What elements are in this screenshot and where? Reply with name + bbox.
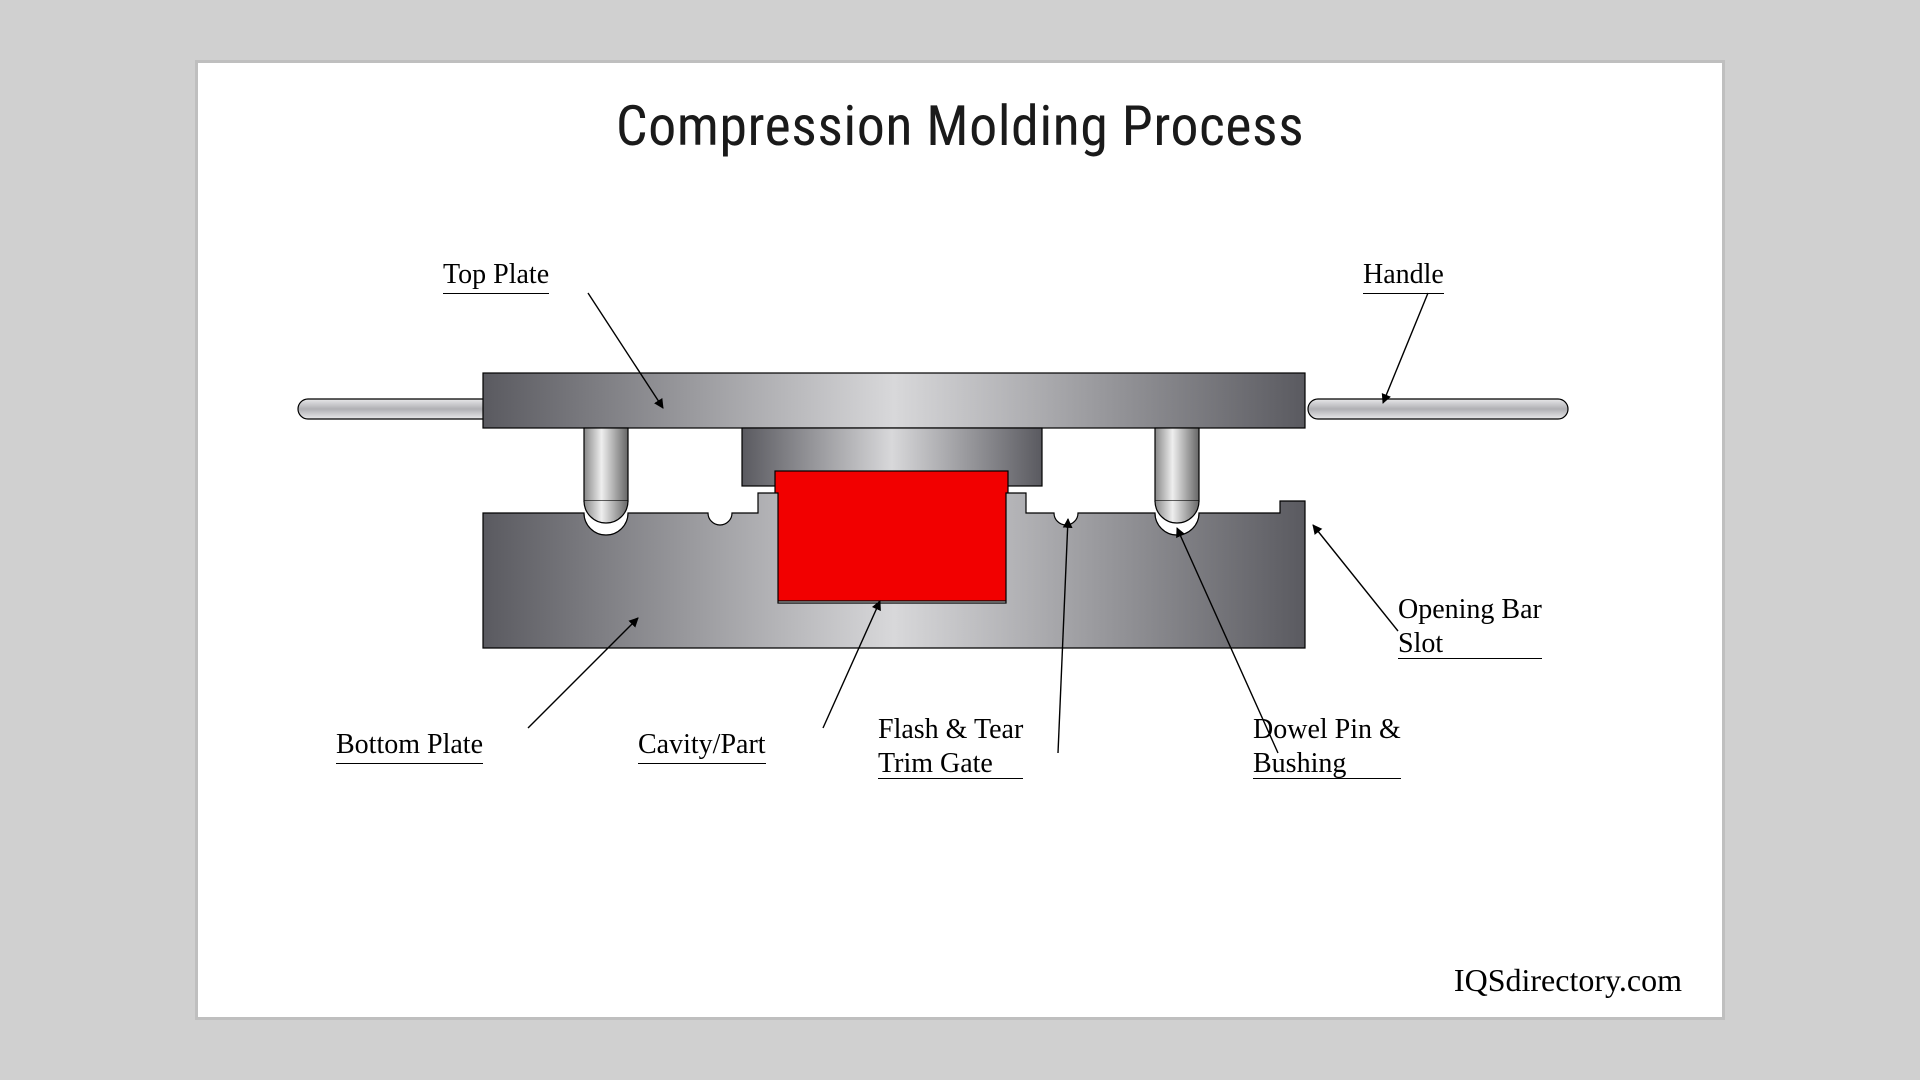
diagram-canvas: Top Plate Handle Bottom Plate Cavity/Par… bbox=[268, 223, 1648, 843]
label-opening-bar: Opening BarSlot bbox=[1398, 593, 1542, 661]
label-flash-tear: Flash & TearTrim Gate bbox=[878, 713, 1023, 781]
label-cavity-part: Cavity/Part bbox=[638, 729, 766, 764]
label-bottom-plate: Bottom Plate bbox=[336, 729, 483, 764]
diagram-title: Compression Molding Process bbox=[198, 93, 1722, 159]
label-top-plate: Top Plate bbox=[443, 259, 549, 294]
attribution-text: IQSdirectory.com bbox=[1454, 962, 1682, 999]
diagram-frame: Compression Molding Process bbox=[195, 60, 1725, 1020]
label-dowel-pin: Dowel Pin &Bushing bbox=[1253, 713, 1401, 781]
label-handle: Handle bbox=[1363, 259, 1444, 294]
